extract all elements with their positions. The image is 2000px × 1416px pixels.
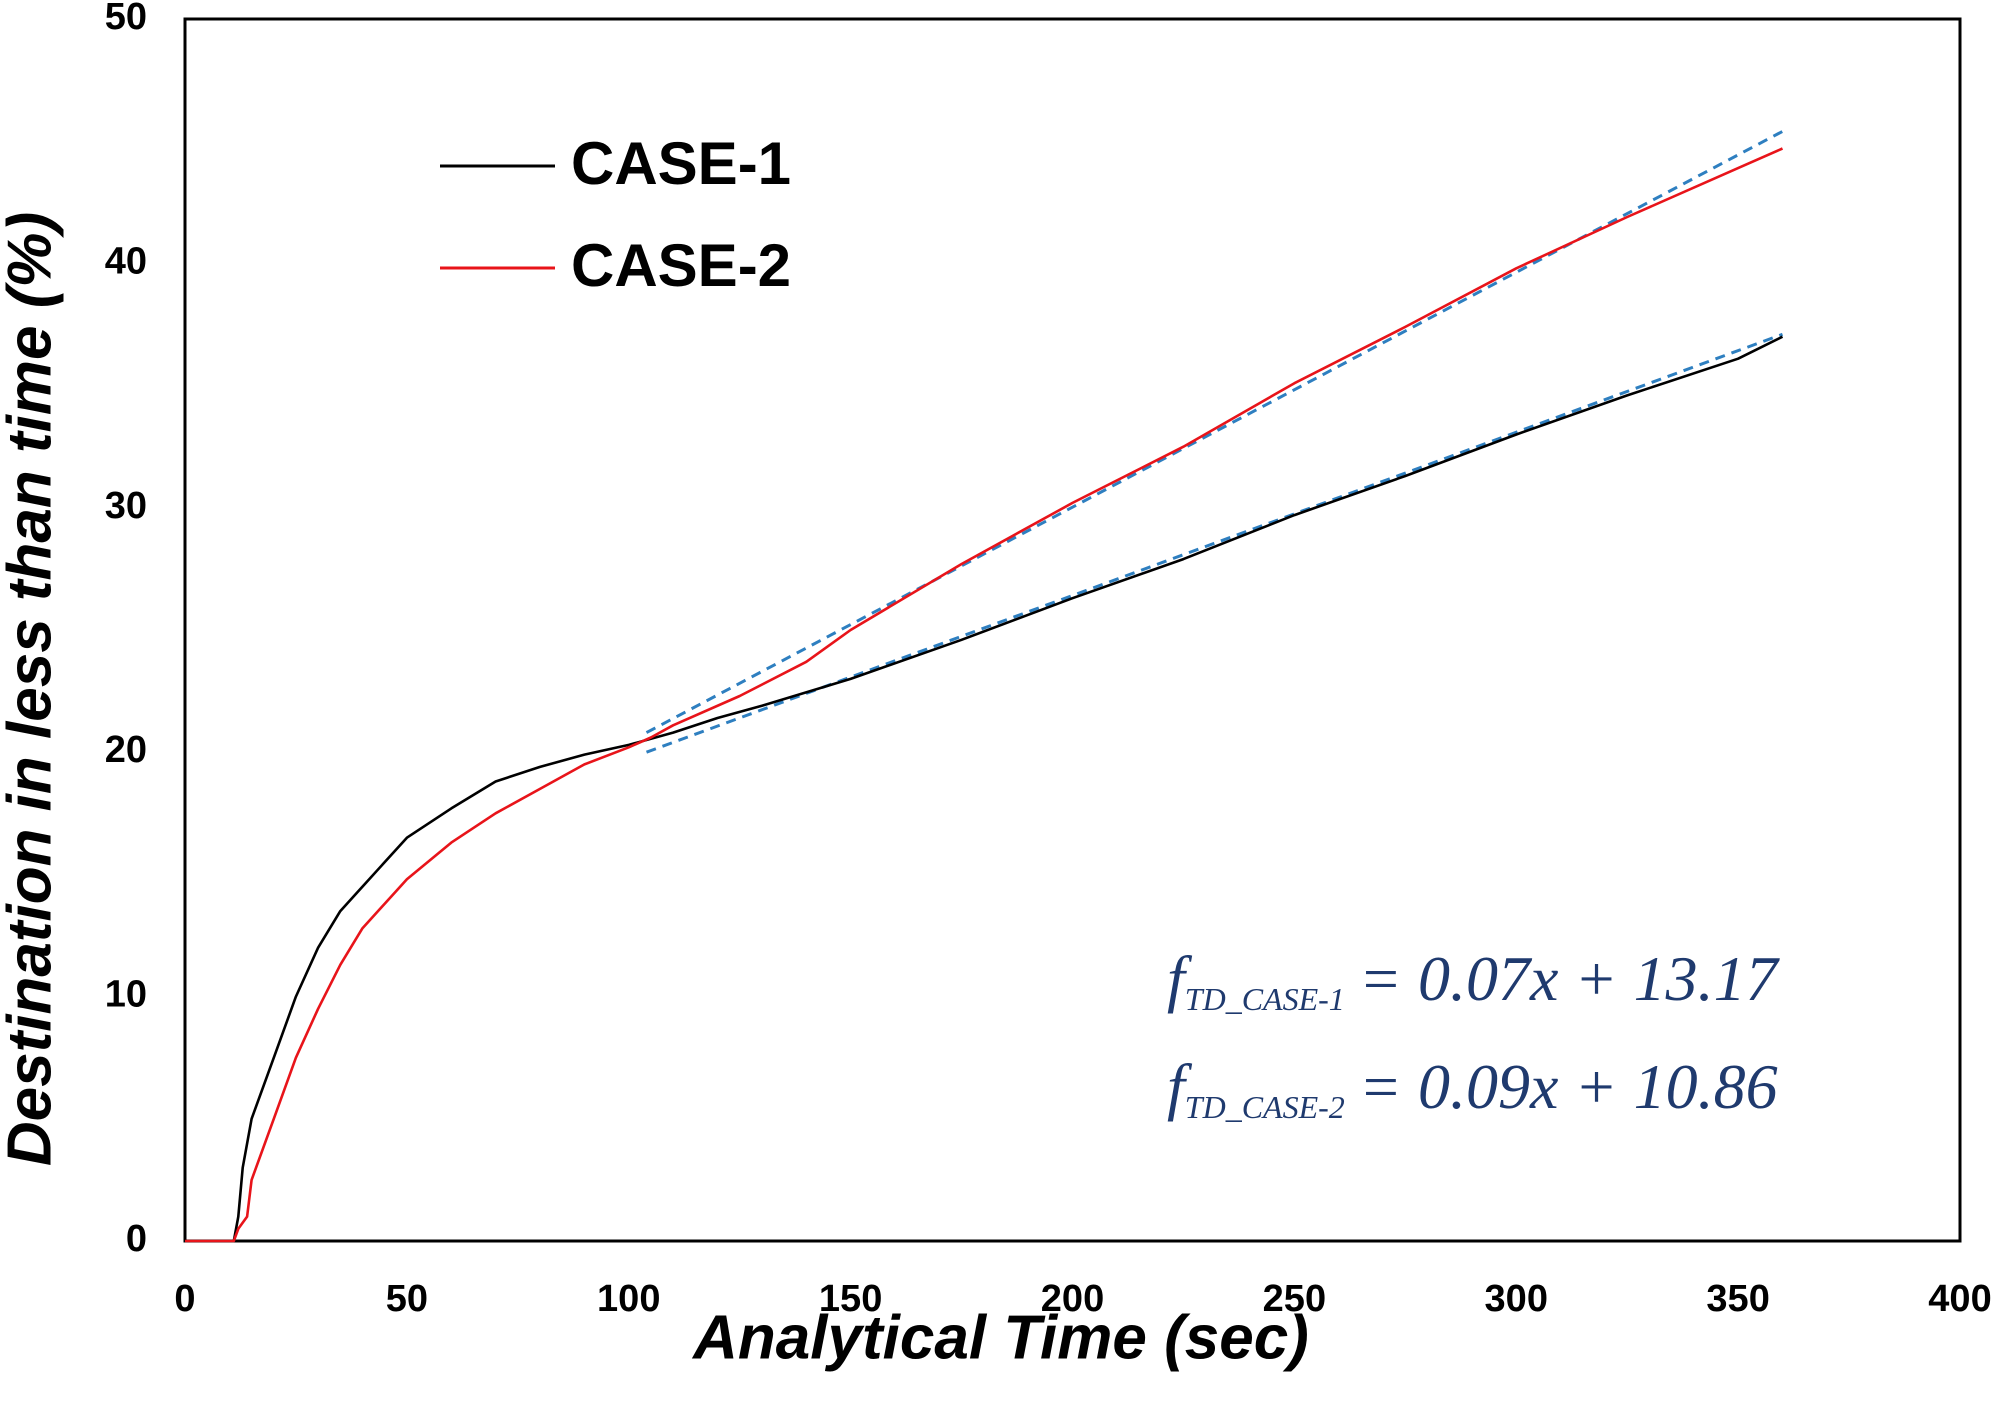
x-tick-label: 300 [1485, 1278, 1548, 1320]
x-tick-label: 350 [1706, 1278, 1769, 1320]
legend-label: CASE-2 [571, 232, 791, 299]
x-axis-title: Analytical Time (sec) [691, 1303, 1309, 1372]
y-tick-label: 50 [105, 0, 147, 38]
equation-subscript: TD_CASE-2 [1185, 1089, 1345, 1125]
trendline [645, 130, 1784, 734]
x-tick-label: 100 [597, 1278, 660, 1320]
x-tick-label: 50 [386, 1278, 428, 1320]
y-tick-label: 10 [105, 974, 147, 1016]
x-tick-label: 400 [1928, 1278, 1991, 1320]
x-tick-label: 250 [1263, 1278, 1326, 1320]
equation-text: = 0.09x + 10.86 [1359, 1051, 1778, 1122]
equation: fTD_CASE-2 = 0.09x + 10.86 [1167, 1051, 1778, 1125]
y-tick-label: 20 [105, 729, 147, 771]
data-line [185, 335, 1784, 1243]
equation: fTD_CASE-1 = 0.07x + 13.17 [1167, 943, 1781, 1017]
data-line [185, 147, 1784, 1243]
x-tick-label: 200 [1041, 1278, 1104, 1320]
y-tick-label: 0 [126, 1218, 147, 1260]
trendline [645, 332, 1784, 754]
y-tick-label: 30 [105, 485, 147, 527]
y-tick-label: 40 [105, 240, 147, 282]
x-tick-label: 150 [819, 1278, 882, 1320]
y-axis-title: Destination in less than time (%) [0, 212, 64, 1166]
equation-text: = 0.07x + 13.17 [1359, 943, 1781, 1014]
legend-label: CASE-1 [571, 130, 791, 197]
x-tick-label: 0 [174, 1278, 195, 1320]
equation-subscript: TD_CASE-1 [1185, 981, 1345, 1017]
